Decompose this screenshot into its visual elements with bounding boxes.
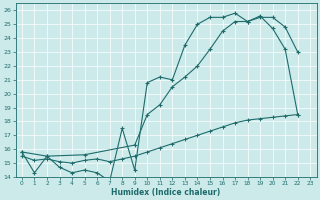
- X-axis label: Humidex (Indice chaleur): Humidex (Indice chaleur): [111, 188, 221, 197]
